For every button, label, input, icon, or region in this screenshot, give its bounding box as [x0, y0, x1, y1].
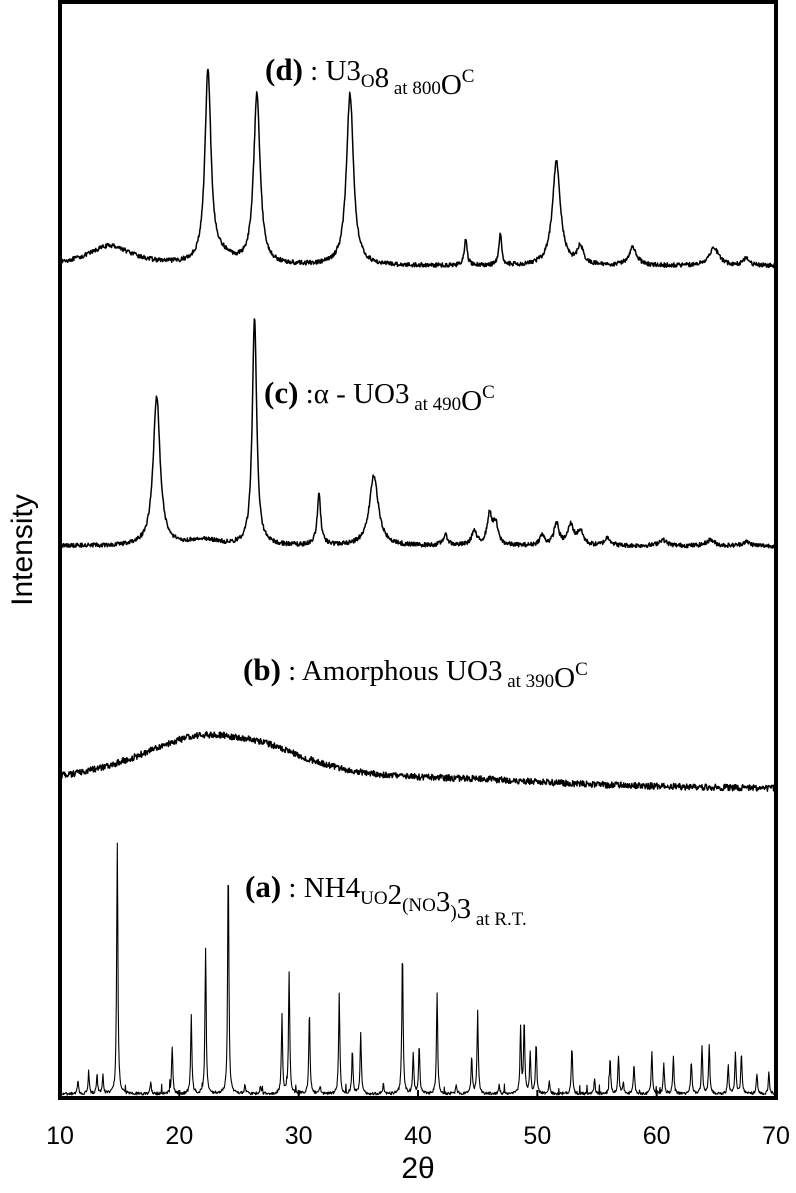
x-tick-label: 60 [643, 1122, 671, 1150]
pattern-line-d [59, 68, 777, 269]
x-tick-label: 40 [404, 1122, 432, 1150]
pattern-group [59, 68, 777, 1096]
pattern-line-c [59, 318, 777, 549]
x-tick-label: 50 [523, 1122, 551, 1150]
x-axis-title: 2θ [401, 1152, 434, 1185]
pattern-line-a [59, 842, 777, 1096]
y-axis-title: Intensity [6, 494, 39, 606]
x-tick-label: 10 [46, 1122, 74, 1150]
pattern-label: (c) :α - UO3 at 490OC [264, 375, 495, 417]
pattern-labels: (d) : U3O8 at 800OC (c) :α - UO3 at 490OC… [243, 52, 588, 930]
pattern-label: (b) : Amorphous UO3 at 390OC [243, 652, 588, 694]
x-tick-label: 30 [285, 1122, 313, 1150]
pattern-label: (a) : NH4UO2(NO3)3 at R.T. [245, 869, 527, 930]
pattern-line-b [59, 731, 777, 792]
pattern-label: (d) : U3O8 at 800OC [265, 52, 474, 101]
plot-frame [58, 0, 778, 1100]
x-tick-label: 70 [762, 1122, 790, 1150]
x-tick-label: 20 [165, 1122, 193, 1150]
x-ticks: 10 20 30 40 50 60 70 [46, 1090, 790, 1150]
